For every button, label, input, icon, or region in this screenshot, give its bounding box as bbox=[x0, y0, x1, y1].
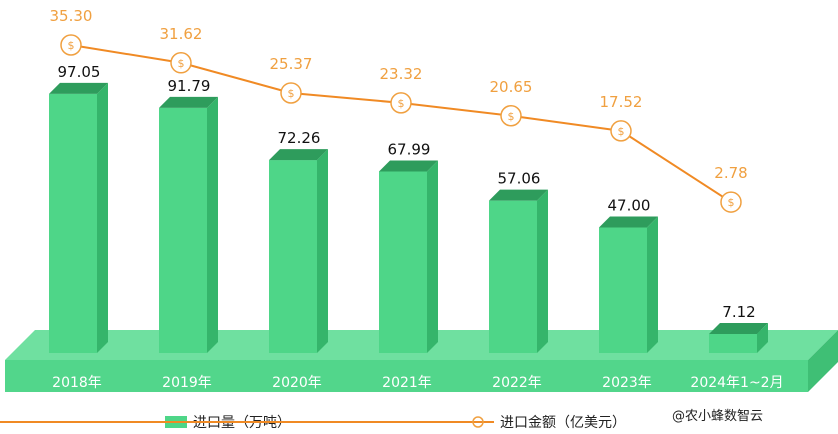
bar-front bbox=[599, 227, 647, 353]
bar-side bbox=[207, 96, 218, 353]
line-point: $35.30 bbox=[50, 7, 93, 56]
line-marker bbox=[280, 82, 302, 104]
bar-top bbox=[159, 96, 218, 108]
line-value-label: 31.62 bbox=[160, 25, 203, 43]
line-value-label: 23.32 bbox=[380, 65, 423, 83]
bar-value-label: 91.79 bbox=[168, 77, 211, 95]
bar-front bbox=[709, 333, 757, 353]
line-marker-symbol: $ bbox=[288, 87, 295, 100]
line-series: $35.30$31.62$25.37$23.32$20.65$17.52$2.7… bbox=[50, 7, 748, 213]
line-value-label: 17.52 bbox=[600, 93, 643, 111]
line-value-label: 2.78 bbox=[714, 164, 747, 182]
line-marker bbox=[170, 52, 192, 74]
bar-value-label: 47.00 bbox=[608, 197, 651, 215]
line-value-label: 25.37 bbox=[270, 55, 313, 73]
bar-front bbox=[159, 107, 207, 353]
legend-swatch-marker bbox=[472, 416, 484, 428]
x-tick-label: 2024年1~2月 bbox=[690, 375, 783, 391]
bar-top bbox=[489, 189, 548, 201]
bar bbox=[269, 149, 328, 353]
line-point: $2.78 bbox=[714, 164, 748, 213]
line-marker bbox=[500, 105, 522, 127]
x-tick-label: 2018年 bbox=[52, 375, 102, 391]
floor-front-face bbox=[5, 360, 808, 392]
line-marker-symbol: $ bbox=[618, 125, 625, 138]
line-value-label: 35.30 bbox=[50, 7, 93, 25]
line-marker-symbol: $ bbox=[508, 110, 515, 123]
bar-front bbox=[489, 200, 537, 353]
x-tick-label: 2019年 bbox=[162, 375, 212, 391]
bar bbox=[159, 96, 218, 353]
bar-top bbox=[49, 82, 108, 94]
line-marker bbox=[60, 34, 82, 56]
bar bbox=[489, 189, 548, 353]
floor-side-face bbox=[808, 330, 838, 392]
line-point: $31.62 bbox=[160, 25, 203, 74]
bar-top bbox=[269, 149, 328, 161]
line-point: $17.52 bbox=[600, 93, 643, 142]
bar-front bbox=[379, 171, 427, 353]
line-point: $20.65 bbox=[490, 78, 533, 127]
legend-label-line: 进口金额（亿美元） bbox=[500, 415, 626, 431]
bar-side bbox=[537, 189, 548, 353]
bar-side bbox=[97, 82, 108, 354]
x-tick-label: 2020年 bbox=[272, 375, 322, 391]
legend: 进口量（万吨） 进口金额（亿美元） bbox=[0, 415, 626, 431]
bar-value-label: 7.12 bbox=[722, 303, 755, 321]
bar bbox=[49, 82, 108, 354]
line-marker-symbol: $ bbox=[398, 97, 405, 110]
line-marker bbox=[720, 191, 742, 213]
x-tick-label: 2023年 bbox=[602, 375, 652, 391]
bar bbox=[599, 216, 658, 353]
bar-side bbox=[757, 322, 768, 353]
bar-top bbox=[599, 216, 658, 228]
line-marker-symbol: $ bbox=[68, 39, 75, 52]
line-marker bbox=[390, 92, 412, 114]
bar bbox=[379, 160, 438, 353]
bar-side bbox=[317, 149, 328, 353]
line-marker bbox=[610, 120, 632, 142]
bar-side bbox=[647, 216, 658, 353]
watermark-text: @农小蜂数智云 bbox=[672, 409, 763, 424]
line-point: $25.37 bbox=[270, 55, 313, 104]
bar-value-label: 97.05 bbox=[58, 63, 101, 81]
bar-value-label: 72.26 bbox=[278, 129, 321, 147]
x-tick-label: 2022年 bbox=[492, 375, 542, 391]
bar-front bbox=[49, 93, 97, 354]
line-value-label: 20.65 bbox=[490, 78, 533, 96]
line-marker-symbol: $ bbox=[728, 196, 735, 209]
line-point: $23.32 bbox=[380, 65, 423, 114]
bar-top bbox=[379, 160, 438, 172]
bar-top bbox=[709, 322, 768, 334]
line-marker-symbol: $ bbox=[178, 57, 185, 70]
x-axis-ticks: 2018年 2019年 2020年 2021年 2022年 2023年 2024年1~2月 bbox=[52, 375, 783, 391]
bar-front bbox=[269, 160, 317, 353]
bar-side bbox=[427, 160, 438, 353]
x-tick-label: 2021年 bbox=[382, 375, 432, 391]
bar-series: 97.05 91.79 72.26 67.99 57.06 47.00 7.12 bbox=[49, 63, 768, 354]
bar-value-label: 57.06 bbox=[498, 170, 541, 188]
bar bbox=[709, 322, 768, 353]
bar-value-label: 67.99 bbox=[388, 140, 431, 158]
